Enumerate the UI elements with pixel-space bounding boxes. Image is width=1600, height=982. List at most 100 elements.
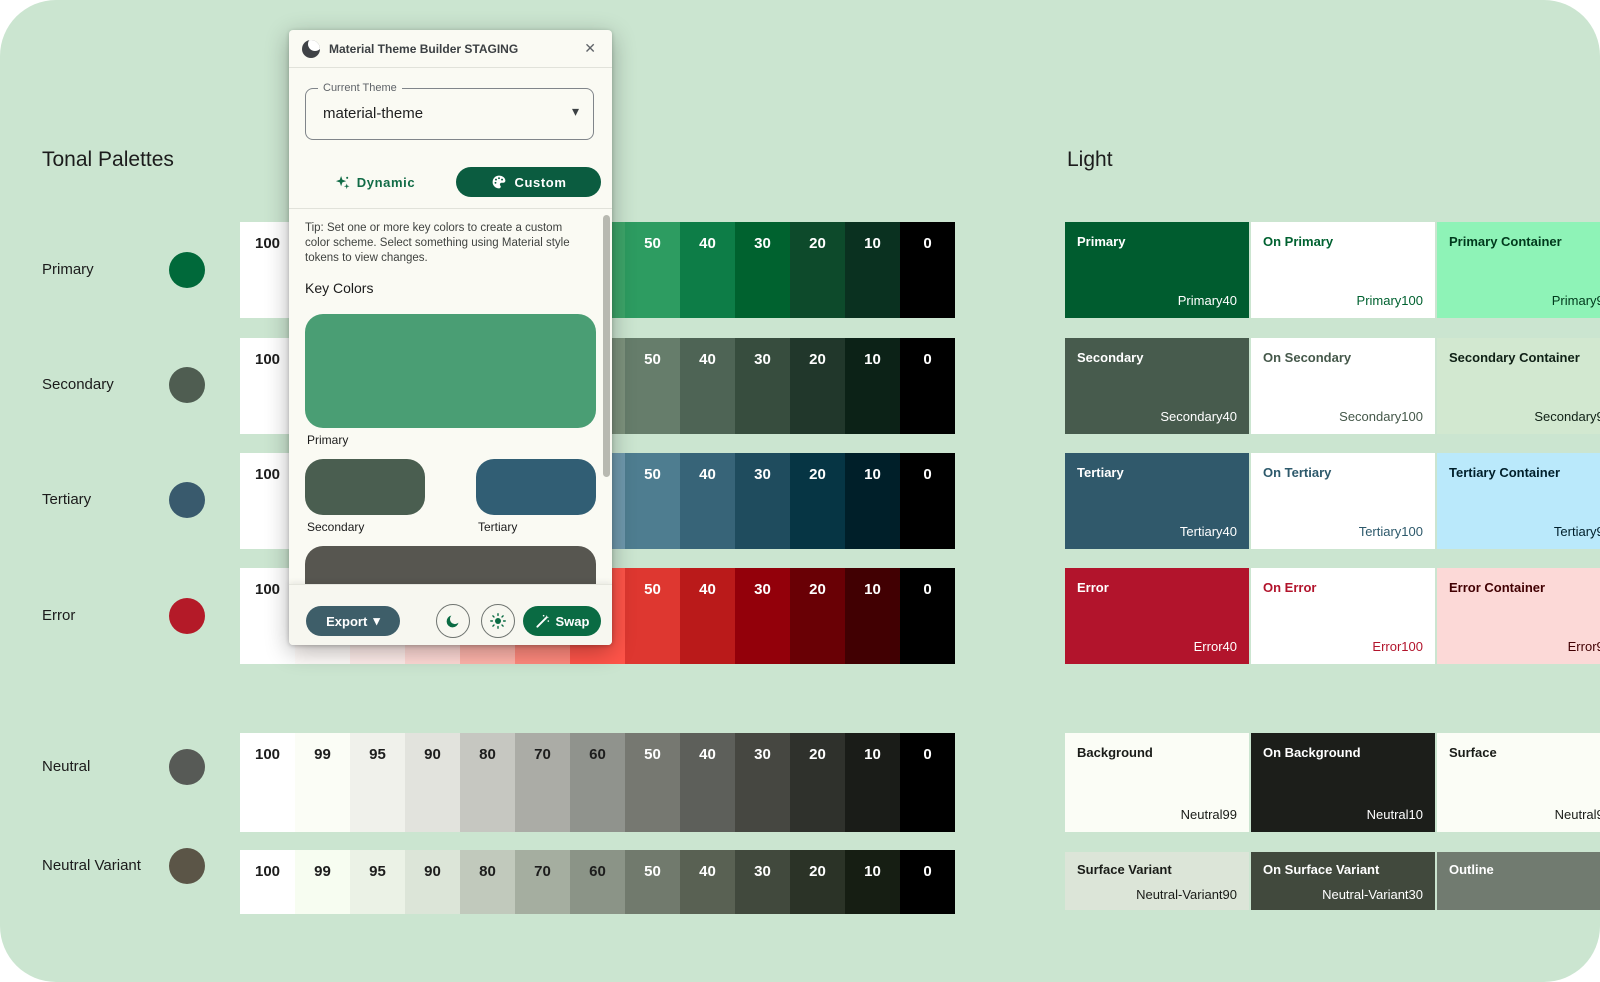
tone-swatch[interactable]: 0 xyxy=(900,338,955,434)
palette-key-color-dot[interactable] xyxy=(169,848,205,884)
tone-swatch[interactable]: 20 xyxy=(790,733,845,832)
key-color-swatch-tertiary[interactable] xyxy=(476,459,596,515)
tone-swatch[interactable]: 30 xyxy=(735,453,790,549)
scheme-card[interactable]: Tertiary Tertiary40 xyxy=(1065,453,1249,549)
tone-swatch[interactable]: 20 xyxy=(790,850,845,914)
tone-swatch[interactable]: 50 xyxy=(625,222,680,318)
scheme-card[interactable]: Outline xyxy=(1437,852,1600,910)
tone-swatch[interactable]: 70 xyxy=(515,733,570,832)
export-button[interactable]: Export ▾ xyxy=(306,606,400,636)
scheme-card-name: Outline xyxy=(1449,862,1494,877)
palette-key-color-dot[interactable] xyxy=(169,252,205,288)
light-mode-button[interactable] xyxy=(481,604,515,638)
scheme-card[interactable]: Error Error40 xyxy=(1065,568,1249,664)
key-color-swatch-secondary[interactable] xyxy=(305,459,425,515)
tone-swatch[interactable]: 40 xyxy=(680,338,735,434)
tone-swatch[interactable]: 30 xyxy=(735,568,790,664)
scheme-card[interactable]: On Error Error100 xyxy=(1251,568,1435,664)
scheme-card[interactable]: Primary Container Primary90 xyxy=(1437,222,1600,318)
tone-swatch[interactable]: 10 xyxy=(845,733,900,832)
tone-swatch[interactable]: 10 xyxy=(845,338,900,434)
tone-swatch[interactable]: 60 xyxy=(570,733,625,832)
tone-swatch[interactable]: 99 xyxy=(295,850,350,914)
scheme-card[interactable]: On Secondary Secondary100 xyxy=(1251,338,1435,434)
palette-key-color-dot[interactable] xyxy=(169,598,205,634)
current-theme-select[interactable]: Current Theme material-theme ▾ xyxy=(305,82,594,140)
tone-value-label: 80 xyxy=(479,863,496,880)
scheme-card[interactable]: Secondary Container Secondary90 xyxy=(1437,338,1600,434)
tone-swatch[interactable]: 10 xyxy=(845,222,900,318)
scheme-card[interactable]: Error Container Error90 xyxy=(1437,568,1600,664)
tone-swatch[interactable]: 10 xyxy=(845,453,900,549)
tone-swatch[interactable]: 0 xyxy=(900,568,955,664)
tone-swatch[interactable]: 30 xyxy=(735,850,790,914)
plugin-scrollbar[interactable] xyxy=(603,212,610,582)
tone-swatch[interactable]: 100 xyxy=(240,453,295,549)
dynamic-tab[interactable]: Dynamic xyxy=(305,167,445,197)
tone-swatch[interactable]: 100 xyxy=(240,850,295,914)
tone-swatch[interactable]: 50 xyxy=(625,733,680,832)
tone-swatch[interactable]: 95 xyxy=(350,850,405,914)
tone-swatch[interactable]: 90 xyxy=(405,850,460,914)
tone-swatch[interactable]: 0 xyxy=(900,222,955,318)
tone-swatch[interactable]: 20 xyxy=(790,222,845,318)
tone-swatch[interactable]: 0 xyxy=(900,453,955,549)
tone-swatch[interactable]: 100 xyxy=(240,733,295,832)
custom-tab[interactable]: Custom xyxy=(456,167,601,197)
tone-swatch[interactable]: 100 xyxy=(240,338,295,434)
tone-swatch[interactable]: 70 xyxy=(515,850,570,914)
tone-swatch[interactable]: 40 xyxy=(680,222,735,318)
palette-key-color-dot[interactable] xyxy=(169,749,205,785)
scheme-card[interactable]: Secondary Secondary40 xyxy=(1065,338,1249,434)
tone-swatch[interactable]: 100 xyxy=(240,568,295,664)
tone-swatch[interactable]: 40 xyxy=(680,733,735,832)
scheme-card[interactable]: Background Neutral99 xyxy=(1065,733,1249,832)
tone-swatch[interactable]: 50 xyxy=(625,453,680,549)
scheme-card[interactable]: On Surface Variant Neutral-Variant30 xyxy=(1251,852,1435,910)
scheme-card-token: Primary40 xyxy=(1177,293,1237,308)
palette-key-color-dot[interactable] xyxy=(169,367,205,403)
tone-swatch[interactable]: 20 xyxy=(790,338,845,434)
tone-swatch[interactable]: 100 xyxy=(240,222,295,318)
scheme-card[interactable]: Primary Primary40 xyxy=(1065,222,1249,318)
tone-value-label: 0 xyxy=(923,581,932,598)
palette-key-color-dot[interactable] xyxy=(169,482,205,518)
tone-swatch[interactable]: 10 xyxy=(845,850,900,914)
scheme-card[interactable]: On Background Neutral10 xyxy=(1251,733,1435,832)
key-color-swatch-primary[interactable] xyxy=(305,314,596,428)
scheme-card[interactable]: On Primary Primary100 xyxy=(1251,222,1435,318)
tone-swatch[interactable]: 20 xyxy=(790,453,845,549)
scheme-card[interactable]: On Tertiary Tertiary100 xyxy=(1251,453,1435,549)
tone-swatch[interactable]: 30 xyxy=(735,222,790,318)
dark-mode-button[interactable] xyxy=(436,604,470,638)
tone-swatch[interactable]: 0 xyxy=(900,733,955,832)
tone-swatch[interactable]: 20 xyxy=(790,568,845,664)
tone-swatch[interactable]: 30 xyxy=(735,733,790,832)
tone-swatch[interactable]: 95 xyxy=(350,733,405,832)
scheme-card[interactable]: Surface Variant Neutral-Variant90 xyxy=(1065,852,1249,910)
close-icon[interactable]: ✕ xyxy=(580,38,600,59)
tone-value-label: 30 xyxy=(754,235,771,252)
tone-swatch[interactable]: 90 xyxy=(405,733,460,832)
tone-value-label: 10 xyxy=(864,746,881,763)
scheme-card[interactable]: Surface Neutral99 xyxy=(1437,733,1600,832)
tone-swatch[interactable]: 10 xyxy=(845,568,900,664)
scrollbar-thumb[interactable] xyxy=(603,215,610,477)
key-color-swatch-neutral[interactable] xyxy=(305,546,596,585)
scheme-card[interactable]: Tertiary Container Tertiary90 xyxy=(1437,453,1600,549)
tone-value-label: 0 xyxy=(923,466,932,483)
tone-swatch[interactable]: 0 xyxy=(900,850,955,914)
tone-swatch[interactable]: 50 xyxy=(625,568,680,664)
tone-swatch[interactable]: 60 xyxy=(570,850,625,914)
tone-swatch[interactable]: 50 xyxy=(625,850,680,914)
swap-button[interactable]: Swap xyxy=(523,606,601,636)
tone-swatch[interactable]: 40 xyxy=(680,850,735,914)
tone-swatch[interactable]: 40 xyxy=(680,568,735,664)
tone-swatch[interactable]: 80 xyxy=(460,733,515,832)
tone-swatch[interactable]: 99 xyxy=(295,733,350,832)
tone-swatch[interactable]: 30 xyxy=(735,338,790,434)
tone-swatch[interactable]: 40 xyxy=(680,453,735,549)
tone-value-label: 50 xyxy=(644,746,661,763)
tone-swatch[interactable]: 50 xyxy=(625,338,680,434)
tone-swatch[interactable]: 80 xyxy=(460,850,515,914)
